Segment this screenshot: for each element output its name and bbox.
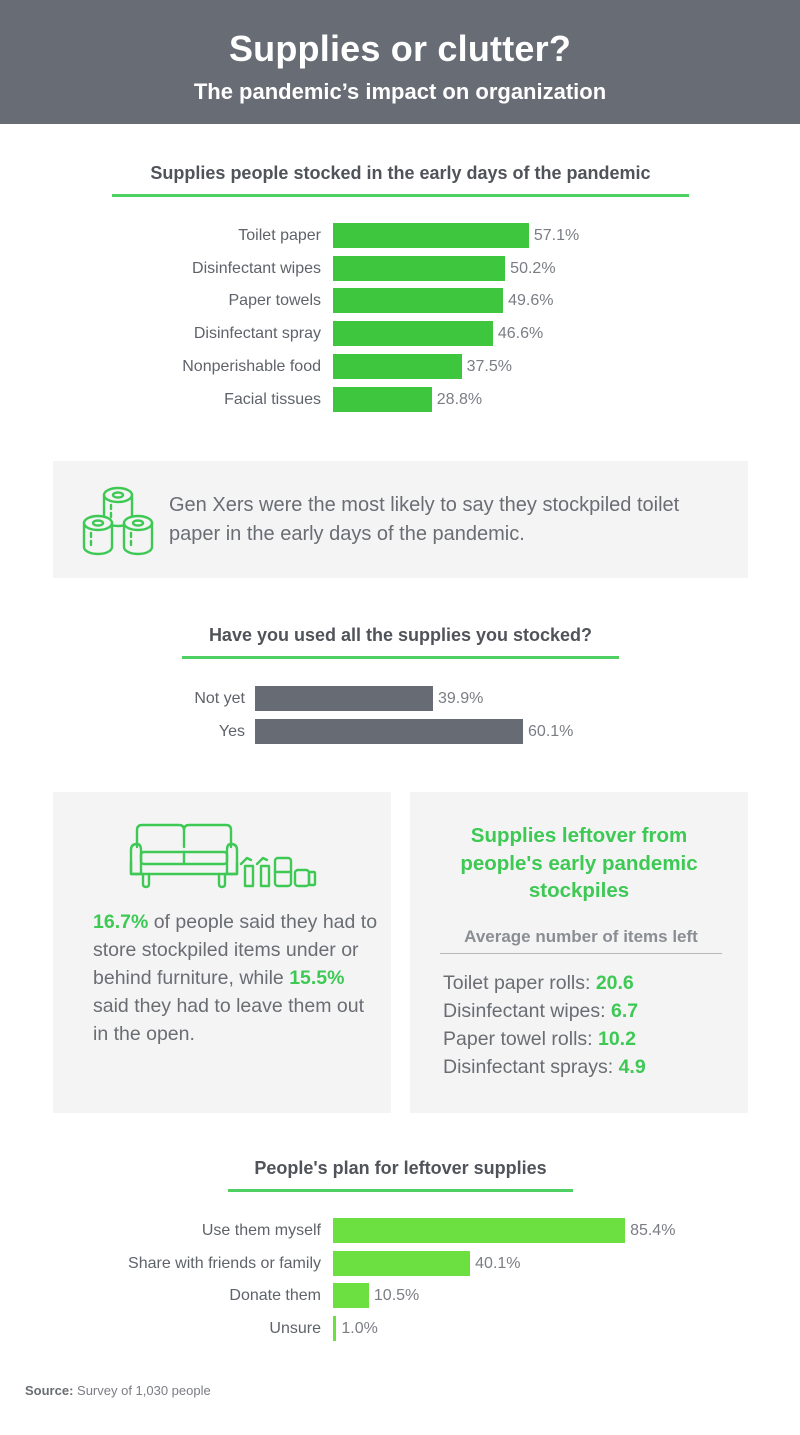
genx-callout-panel: Gen Xers were the most likely to say the…	[53, 461, 748, 578]
stocked-bar-row: Disinfectant spray 46.6%	[0, 321, 800, 347]
leftover-item-label: Disinfectant wipes:	[443, 1000, 611, 1022]
bar-value: 37.5%	[466, 357, 512, 375]
plan-bar-row: Share with friends or family 40.1%	[0, 1250, 800, 1276]
bar	[333, 1283, 369, 1309]
storage-panel: 16.7% of people said they had to store s…	[53, 792, 391, 1113]
bar	[333, 1218, 626, 1243]
leftover-item-value: 6.7	[611, 1000, 639, 1022]
bar	[333, 255, 506, 281]
bar-label: Share with friends or family	[128, 1254, 321, 1272]
stocked-bar-row: Toilet paper 57.1%	[0, 223, 800, 248]
bar-value: 57.1%	[533, 227, 580, 244]
leftover-item: Toilet paper rolls: 20.6	[443, 969, 646, 997]
bar-label: Facial tissues	[224, 390, 321, 408]
plan-bar-row: Donate them 10.5%	[0, 1283, 800, 1309]
bar-label: Donate them	[229, 1287, 321, 1305]
source-text: Survey of 1,030 people	[73, 1383, 211, 1398]
plan-chart-title: People's plan for leftover supplies	[228, 1158, 573, 1192]
stocked-bar-row: Disinfectant wipes 50.2%	[0, 255, 800, 281]
bar-label: Toilet paper	[238, 227, 321, 244]
leftover-item: Paper towel rolls: 10.2	[443, 1025, 646, 1053]
source-label: Source:	[25, 1383, 74, 1398]
storage-text-part1: of people said they had to store stockpi…	[93, 911, 378, 989]
stocked-chart-title: Supplies people stocked in the early day…	[112, 163, 689, 197]
bar	[333, 386, 432, 412]
stat-behind-furniture: 16.7%	[93, 911, 149, 933]
bar	[255, 718, 524, 744]
storage-text-part2: said they had to leave them out in the o…	[93, 995, 365, 1045]
bar-value: 49.6%	[508, 292, 554, 310]
leftover-item-value: 10.2	[597, 1028, 636, 1050]
bar-label: Nonperishable food	[182, 357, 321, 375]
plan-bar-row: Use them myself 85.4%	[0, 1218, 800, 1243]
bar-value: 10.5%	[373, 1287, 420, 1305]
page-subtitle: The pandemic’s impact on organization	[193, 79, 607, 104]
plan-bar-row: Unsure 1.0%	[0, 1316, 800, 1342]
bar-value: 40.1%	[475, 1254, 521, 1272]
leftover-item-label: Toilet paper rolls:	[443, 972, 596, 994]
toilet-paper-rolls-icon	[82, 486, 154, 556]
stocked-bar-row: Facial tissues 28.8%	[0, 386, 800, 412]
leftover-subtitle: Average number of items left	[440, 927, 722, 954]
bar-label: Not yet	[194, 690, 245, 707]
couch-with-supplies-icon	[129, 823, 317, 889]
bar-label: Unsure	[269, 1320, 321, 1338]
stocked-bar-row: Paper towels 49.6%	[0, 288, 800, 314]
bar	[333, 288, 504, 314]
leftover-title: Supplies leftover from people's early pa…	[460, 824, 698, 902]
bar-label: Paper towels	[228, 292, 322, 310]
bar-label: Use them myself	[201, 1222, 321, 1239]
bar-value: 60.1%	[528, 722, 574, 740]
bar-value: 28.8%	[436, 390, 483, 408]
used-all-chart-title: Have you used all the supplies you stock…	[182, 625, 619, 659]
bar-label: Yes	[218, 722, 245, 740]
leftover-item-value: 20.6	[595, 972, 634, 994]
leftover-item-label: Disinfectant sprays:	[443, 1056, 619, 1078]
bar-label: Disinfectant wipes	[192, 259, 321, 277]
bar-label: Disinfectant spray	[193, 325, 321, 343]
bar	[333, 321, 493, 347]
leftover-item-label: Paper towel rolls:	[443, 1028, 598, 1050]
leftover-panel: Supplies leftover from people's early pa…	[410, 792, 748, 1113]
leftover-item-value: 4.9	[618, 1056, 646, 1078]
genx-callout-text: Gen Xers were the most likely to say the…	[169, 494, 680, 545]
bar	[333, 223, 529, 248]
stocked-bar-row: Nonperishable food 37.5%	[0, 353, 800, 379]
bar-value: 85.4%	[630, 1222, 676, 1239]
used-all-bar-row: Not yet 39.9%	[0, 686, 800, 711]
used-all-bar-row: Yes 60.1%	[0, 718, 800, 744]
page-title: Supplies or clutter?	[228, 28, 572, 69]
leftover-item: Disinfectant sprays: 4.9	[443, 1053, 646, 1081]
source-note: Source: Survey of 1,030 people	[25, 1383, 211, 1398]
storage-text: 16.7% of people said they had to store s…	[93, 908, 383, 1048]
bar	[333, 1316, 337, 1342]
header-banner: Supplies or clutter? The pandemic’s impa…	[0, 0, 800, 124]
bar	[333, 1250, 471, 1276]
leftover-item: Disinfectant wipes: 6.7	[443, 997, 646, 1025]
bar-value: 46.6%	[497, 325, 544, 343]
stat-out-in-open: 15.5%	[289, 967, 345, 989]
bar-value: 50.2%	[510, 259, 556, 277]
bar-value: 39.9%	[437, 690, 484, 707]
bar	[255, 686, 433, 711]
bar	[333, 353, 462, 379]
leftover-list: Toilet paper rolls: 20.6 Disinfectant wip…	[443, 969, 646, 1081]
bar-value: 1.0%	[341, 1320, 378, 1338]
